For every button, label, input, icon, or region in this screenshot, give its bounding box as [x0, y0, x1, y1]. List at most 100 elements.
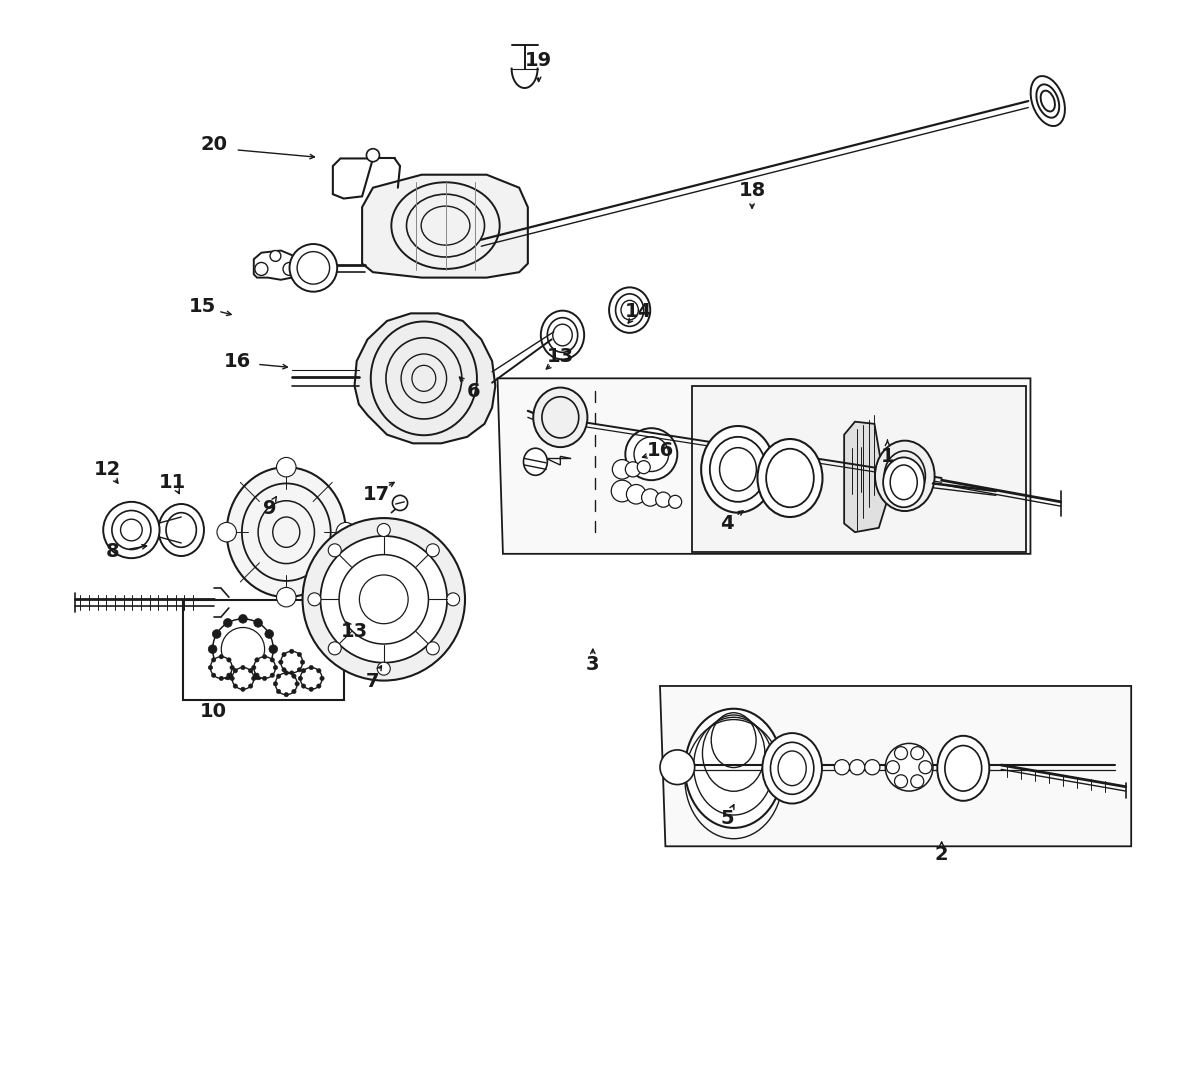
Circle shape	[269, 645, 277, 654]
Ellipse shape	[938, 736, 989, 800]
Circle shape	[367, 149, 380, 162]
Text: 2: 2	[935, 846, 948, 864]
Ellipse shape	[701, 426, 775, 513]
Text: 19: 19	[525, 51, 552, 71]
Circle shape	[283, 263, 296, 276]
Circle shape	[300, 660, 305, 665]
Circle shape	[120, 519, 143, 541]
Text: 11: 11	[159, 472, 186, 492]
Circle shape	[230, 677, 234, 681]
Circle shape	[295, 682, 299, 686]
Circle shape	[219, 677, 224, 681]
Polygon shape	[546, 456, 571, 465]
Circle shape	[104, 502, 159, 558]
Text: 1: 1	[881, 446, 894, 466]
Circle shape	[276, 588, 296, 607]
Circle shape	[625, 462, 640, 477]
Circle shape	[249, 684, 252, 689]
Circle shape	[282, 668, 287, 672]
Text: 9: 9	[263, 498, 277, 518]
Circle shape	[309, 687, 313, 692]
Circle shape	[634, 437, 669, 471]
Circle shape	[292, 674, 296, 679]
Circle shape	[212, 630, 221, 639]
Circle shape	[910, 774, 923, 787]
Text: 18: 18	[739, 181, 765, 201]
Circle shape	[289, 244, 337, 292]
Ellipse shape	[875, 441, 934, 512]
Circle shape	[274, 666, 277, 670]
Text: 17: 17	[363, 484, 390, 504]
Ellipse shape	[227, 467, 346, 597]
Circle shape	[612, 480, 633, 502]
Circle shape	[309, 666, 313, 670]
Circle shape	[265, 630, 274, 639]
Circle shape	[208, 666, 213, 670]
Circle shape	[281, 652, 302, 673]
Text: 10: 10	[200, 703, 227, 721]
Circle shape	[249, 669, 252, 673]
Circle shape	[263, 655, 267, 659]
Circle shape	[224, 671, 232, 680]
Text: 12: 12	[94, 459, 121, 479]
Ellipse shape	[533, 388, 588, 447]
Circle shape	[638, 460, 650, 473]
Circle shape	[282, 653, 287, 657]
Circle shape	[276, 690, 281, 694]
Circle shape	[112, 510, 151, 550]
Circle shape	[263, 677, 267, 681]
Circle shape	[224, 619, 232, 628]
Text: 20: 20	[200, 135, 227, 154]
Circle shape	[895, 747, 908, 759]
Circle shape	[251, 677, 256, 681]
Circle shape	[253, 671, 263, 680]
Circle shape	[284, 693, 288, 697]
Text: 16: 16	[646, 441, 674, 460]
Polygon shape	[660, 686, 1132, 846]
Circle shape	[253, 657, 275, 679]
Circle shape	[865, 759, 879, 774]
Circle shape	[292, 690, 296, 694]
Circle shape	[276, 457, 296, 477]
Circle shape	[240, 666, 245, 670]
Circle shape	[208, 645, 217, 654]
Circle shape	[298, 653, 301, 657]
Circle shape	[301, 669, 306, 673]
Circle shape	[253, 619, 263, 628]
Circle shape	[308, 593, 321, 606]
Circle shape	[255, 658, 259, 662]
Circle shape	[656, 492, 671, 507]
Circle shape	[895, 774, 908, 787]
Circle shape	[919, 760, 932, 773]
Ellipse shape	[158, 504, 203, 556]
Circle shape	[850, 759, 865, 774]
Polygon shape	[693, 386, 1026, 552]
Circle shape	[217, 522, 237, 542]
Circle shape	[227, 673, 231, 678]
Circle shape	[393, 495, 408, 510]
Text: 15: 15	[189, 298, 217, 316]
Polygon shape	[355, 314, 495, 443]
Circle shape	[239, 675, 248, 684]
Circle shape	[233, 684, 238, 689]
Text: 3: 3	[587, 655, 600, 673]
Circle shape	[613, 459, 632, 479]
Circle shape	[317, 684, 321, 689]
Circle shape	[669, 495, 682, 508]
Circle shape	[284, 671, 288, 675]
Circle shape	[834, 759, 850, 774]
Circle shape	[300, 668, 322, 690]
Text: 13: 13	[342, 622, 368, 642]
Circle shape	[270, 673, 275, 678]
Circle shape	[641, 489, 659, 506]
Circle shape	[232, 668, 253, 690]
Circle shape	[212, 660, 221, 669]
Circle shape	[885, 744, 933, 791]
Circle shape	[251, 666, 256, 670]
Circle shape	[227, 658, 231, 662]
Circle shape	[219, 655, 224, 659]
Circle shape	[265, 660, 274, 669]
Circle shape	[289, 649, 294, 654]
Circle shape	[240, 687, 245, 692]
Circle shape	[320, 677, 324, 681]
